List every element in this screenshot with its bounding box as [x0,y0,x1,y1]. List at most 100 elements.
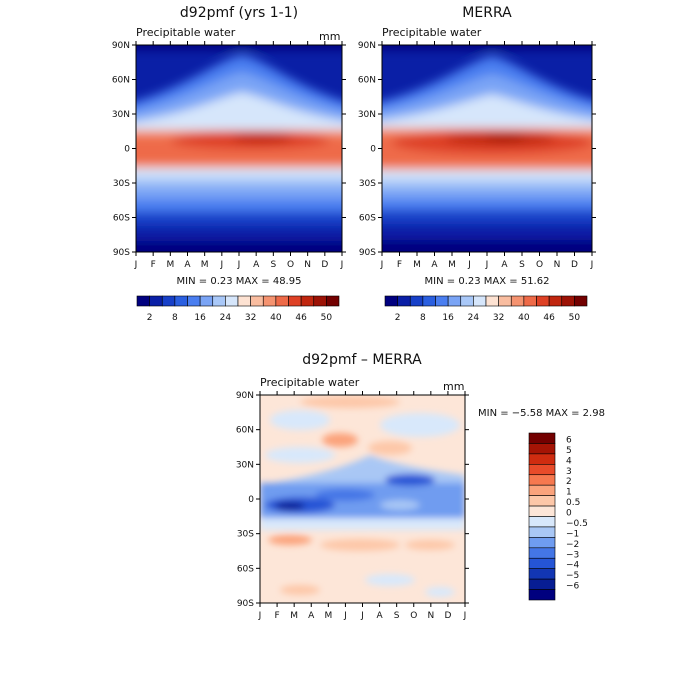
colorbar-swatch [384,295,398,307]
colorbar-swatch [523,295,537,307]
colorbar-swatch [528,516,556,528]
colorbar-swatch [528,547,556,559]
colorbar-swatch [528,578,556,590]
panel-merra-field [382,45,592,252]
panel-diff-units: mm [443,380,464,393]
y-tick-label: 30S [113,179,130,189]
colorbar-label: −5 [566,571,579,581]
colorbar-swatch [561,295,575,307]
colorbar-swatch [528,505,556,517]
colorbar-swatch [528,484,556,496]
colorbar-swatch [300,295,315,307]
colorbar-swatch [528,526,556,538]
colorbar-label: 16 [442,313,454,323]
colorbar-swatch [313,295,327,307]
y-tick-label: 30N [112,110,130,120]
y-tick-label: 90N [358,41,376,51]
x-tick-label: S [270,260,276,270]
colorbar-label: 3 [566,467,572,477]
x-tick-label: F [397,260,402,270]
panel-merra-stats: MIN = 0.23 MAX = 51.62 [425,276,550,287]
x-tick-label: A [501,260,508,270]
colorbar-swatch [447,295,462,307]
colorbar-label: 6 [566,435,572,445]
colorbar-swatch [510,295,525,307]
x-tick-label: J [134,260,138,270]
colorbar-label: 1 [566,488,572,498]
x-tick-label: A [431,260,438,270]
y-tick-label: 90S [237,599,254,609]
x-tick-label: J [258,611,262,621]
y-tick-label: 90S [113,248,130,258]
x-tick-label: D [571,260,578,270]
colorbar-label: 24 [220,313,232,323]
y-tick-label: 30S [359,179,376,189]
x-tick-label: J [485,260,489,270]
colorbar-label: 0.5 [566,498,580,508]
colorbar-swatch [528,495,556,507]
panel-model: d92pmf (yrs 1-1) Precipitable water mm [112,5,346,323]
colorbar-swatch [250,295,264,307]
colorbar-swatch [473,295,487,307]
colorbar-swatch [435,295,449,307]
x-tick-label: A [376,611,383,621]
panel-merra: MERRA Precipitable water [358,5,596,323]
x-tick-label: J [467,260,471,270]
colorbar-label: −0.5 [566,519,588,529]
y-tick-label: 30N [358,110,376,120]
colorbar-swatch [528,443,556,455]
y-tick-label: 0 [248,495,254,505]
x-tick-label: M [413,260,421,270]
y-tick-label: 30S [237,530,254,540]
x-tick-label: J [380,260,384,270]
x-tick-label: O [410,611,417,621]
colorbar-swatch [161,295,176,307]
panel-merra-title: MERRA [462,5,512,21]
x-tick-label: S [394,611,400,621]
colorbar-label: 2 [147,313,153,323]
colorbar-swatch [422,295,436,307]
colorbar-label: 50 [321,313,333,323]
y-tick-label: 90N [236,391,254,401]
panel-diff-stats: MIN = −5.58 MAX = 2.98 [478,408,605,419]
y-tick-label: 30N [236,460,254,470]
x-tick-label: J [343,611,347,621]
panel-diff-field [260,395,465,603]
colorbar-label: −6 [566,582,580,592]
colorbar-swatch [237,295,251,307]
x-tick-label: N [554,260,561,270]
y-tick-label: 0 [370,145,376,155]
panel-model-units: mm [319,30,340,43]
x-tick-label: J [220,260,224,270]
colorbar-swatch [409,295,424,307]
panel-diff-subtitle: Precipitable water [260,376,360,389]
x-tick-label: D [321,260,328,270]
colorbar-swatch [460,295,474,307]
x-tick-label: O [287,260,294,270]
x-tick-label: A [184,260,191,270]
panel-merra-subtitle: Precipitable water [382,26,482,39]
y-tick-label: 60S [237,564,254,574]
colorbar-swatch [548,295,563,307]
colorbar-label: 24 [468,313,480,323]
colorbar-label: 0 [566,509,572,519]
colorbar-swatch [225,295,239,307]
panel-diff-title: d92pmf – MERRA [302,352,422,368]
x-tick-label: J [360,611,364,621]
y-tick-label: 90N [112,41,130,51]
colorbar-swatch [528,432,556,444]
y-tick-label: 90S [359,248,376,258]
x-tick-label: M [290,611,298,621]
x-tick-label: D [444,611,451,621]
colorbar-label: −1 [566,529,579,539]
colorbar-label: 32 [493,313,504,323]
colorbar-swatch [528,464,556,476]
x-tick-label: S [519,260,525,270]
x-tick-label: N [427,611,434,621]
colorbar-label: 46 [295,313,307,323]
panel-model-field [136,45,342,252]
colorbar-swatch [262,295,277,307]
colorbar-swatch [288,295,302,307]
colorbar-label: 4 [566,456,572,466]
